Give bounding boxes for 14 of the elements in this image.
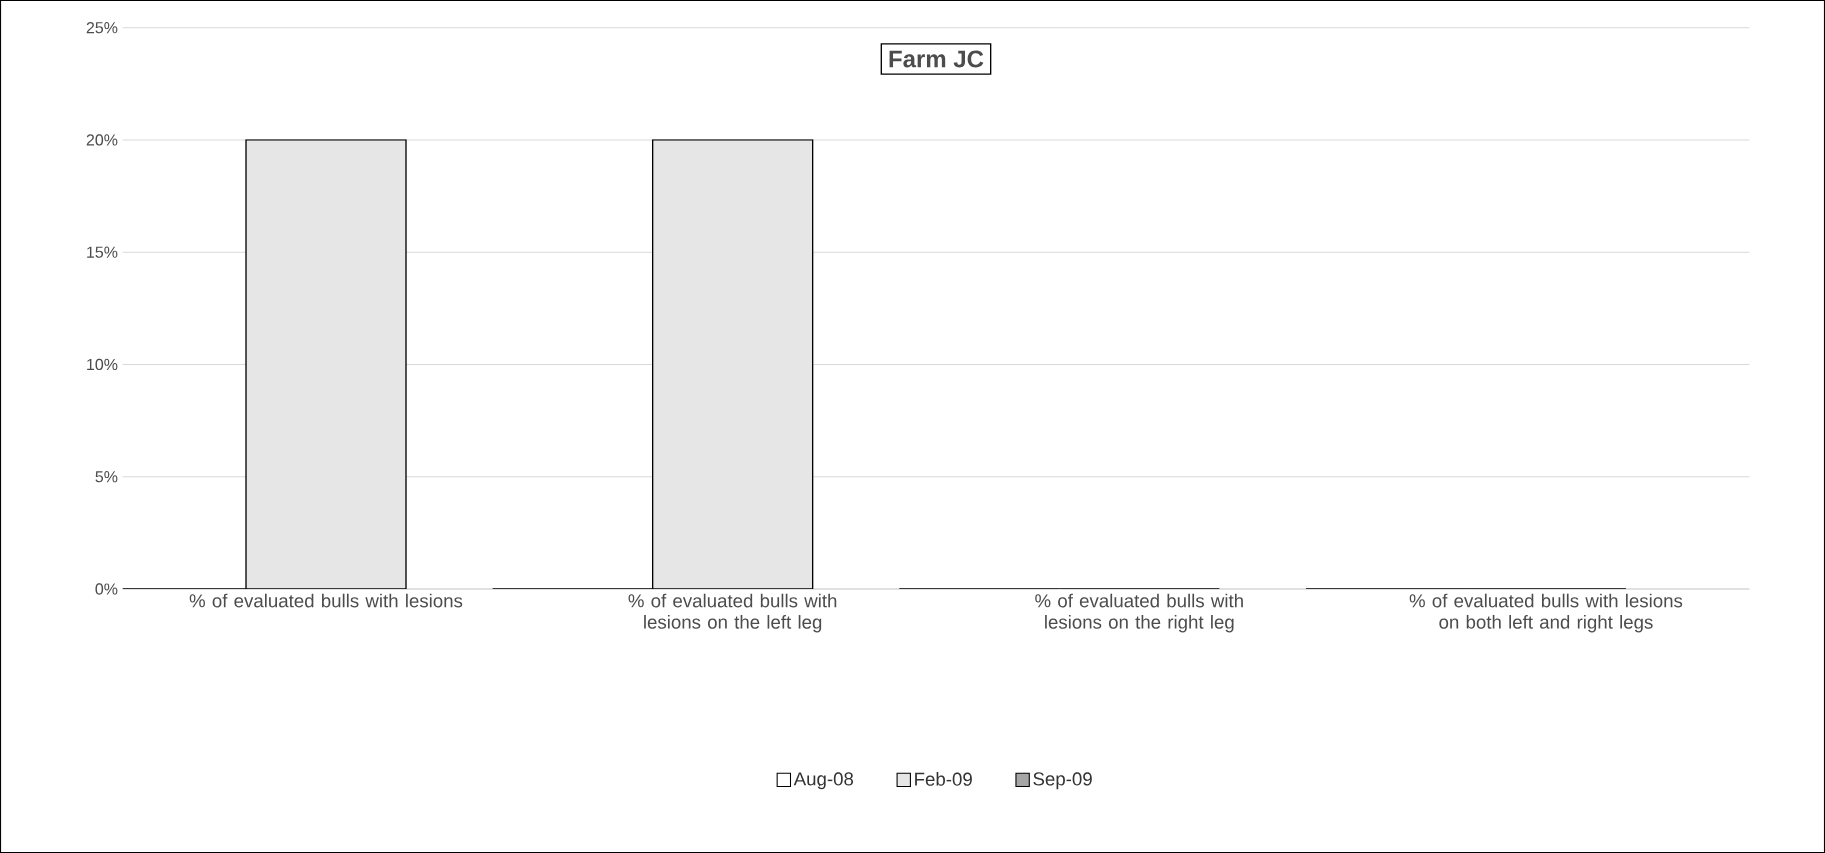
- y-tick-label: 10%: [87, 358, 118, 371]
- x-tick-label: % of evaluated bulls with lesions on both left and right legs: [1409, 593, 1683, 633]
- x-tick-label: % of evaluated bulls with lesions on the left leg: [628, 593, 837, 633]
- y-tick-label: 5%: [95, 471, 118, 483]
- y-tick-label: 20%: [86, 134, 118, 146]
- y-tick-label: 25%: [86, 22, 118, 34]
- y-tick-label: 15%: [87, 246, 118, 258]
- x-tick-label: % of evaluated bulls with lesions: [189, 593, 463, 608]
- legend-label: Feb-09: [915, 772, 972, 786]
- x-tick-label: % of evaluated bulls with lesions on the right leg: [1035, 593, 1243, 633]
- text: Farm JC: [889, 50, 984, 68]
- legend-label: Aug-08: [793, 772, 854, 790]
- legend-label: Sep-09: [1033, 772, 1092, 790]
- y-tick-label: 0%: [95, 583, 118, 595]
